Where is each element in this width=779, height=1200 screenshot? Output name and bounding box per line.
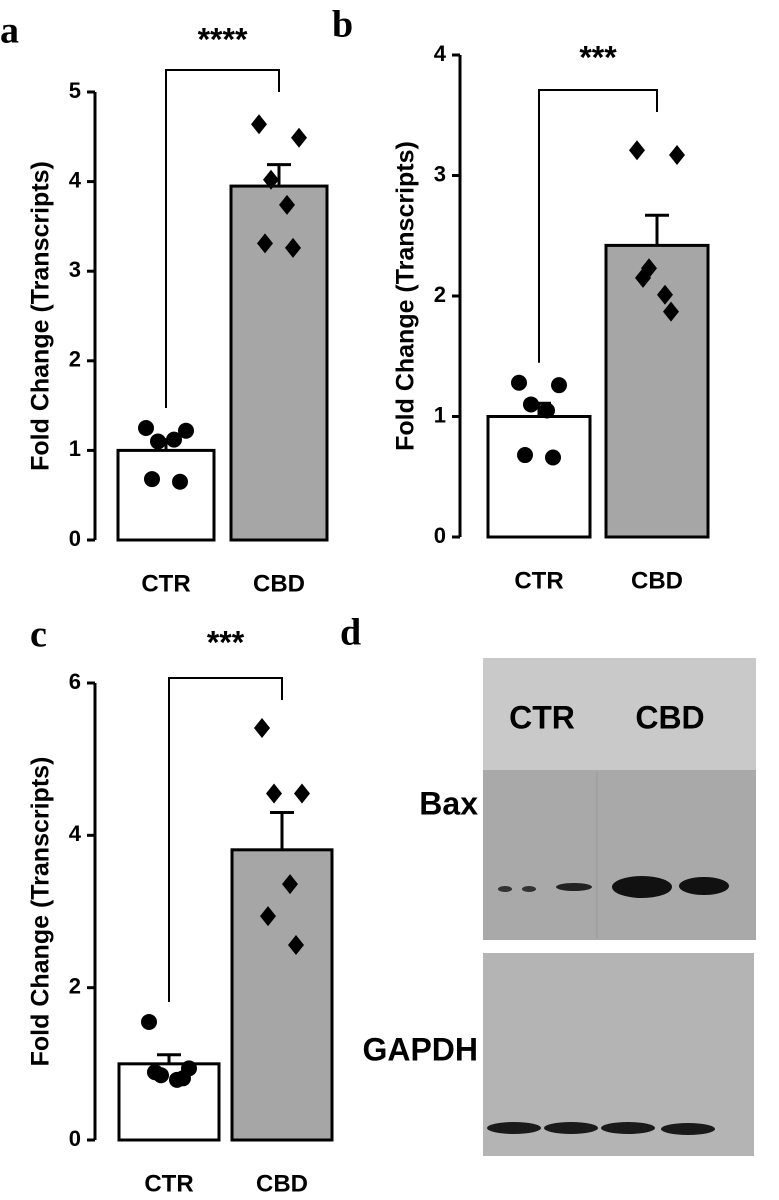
data-point: [294, 783, 310, 804]
data-point: [254, 717, 270, 738]
data-point: [263, 169, 279, 190]
y-tick-label: 4: [69, 167, 82, 192]
significance-bracket: [168, 677, 283, 1002]
data-point: [282, 874, 298, 895]
y-axis-label: Fold Change (Transcripts): [392, 141, 420, 451]
band: [612, 876, 672, 898]
bar: [230, 848, 334, 1142]
data-point: [144, 471, 160, 488]
western-blot: d CTR CBD Bax GAPDH: [340, 612, 756, 1156]
y-tick-label: 3: [69, 257, 81, 282]
y-axis-label: Fold Change (Transcripts): [27, 757, 55, 1067]
x-tick-label: CTR: [141, 570, 190, 597]
band: [556, 883, 592, 891]
band: [487, 1122, 541, 1134]
bar: [486, 415, 592, 539]
data-point: [511, 374, 527, 391]
data-point: [257, 233, 273, 254]
x-tick-label: CBD: [256, 1170, 308, 1197]
chart: b Fold Change (Transcripts) 0 1 2 3 4 CTR CBD ***: [332, 4, 710, 594]
significance-label: ****: [198, 21, 248, 57]
gapdh-blot: [483, 953, 754, 1156]
data-point: [260, 906, 276, 927]
y-tick-label: 0: [434, 523, 446, 548]
data-point: [150, 433, 166, 450]
band: [498, 886, 512, 892]
chart: a Fold Change (Transcripts) 0 1 2 3 4 5 CTR CBD **…: [0, 10, 329, 597]
lane-label: CTR: [509, 699, 575, 735]
x-tick-label: CTR: [514, 567, 563, 594]
data-point: [657, 284, 673, 305]
x-tick-label: CBD: [631, 567, 683, 594]
panel-letter: c: [30, 614, 47, 656]
band: [601, 1122, 655, 1134]
bar: [604, 243, 710, 539]
data-point: [663, 301, 679, 322]
data-point: [166, 431, 182, 448]
panel-letter: b: [332, 4, 353, 46]
band: [679, 877, 729, 895]
data-point: [545, 449, 561, 466]
error-bar: [645, 213, 669, 246]
significance-bracket: [165, 69, 280, 408]
y-tick-label: 3: [434, 161, 446, 186]
chart: c Fold Change (Transcripts) 0 2 4 6 CTR CBD ***: [27, 614, 334, 1197]
data-point: [288, 935, 304, 956]
blot-header: [483, 658, 756, 770]
band: [522, 886, 536, 892]
significance-bracket: [538, 89, 658, 363]
y-tick-label: 2: [69, 973, 81, 998]
bar: [117, 1062, 221, 1142]
bar: [116, 448, 216, 542]
y-tick-label: 4: [69, 821, 82, 846]
error-bar: [157, 1053, 181, 1064]
bar: [229, 184, 329, 542]
data-point: [178, 422, 194, 439]
significance-label: ***: [207, 624, 245, 660]
lane-label: CBD: [635, 699, 704, 735]
y-tick-label: 1: [69, 436, 81, 461]
data-point: [251, 114, 267, 135]
y-axis-label: Fold Change (Transcripts): [27, 161, 55, 471]
data-point: [291, 127, 307, 148]
error-bar: [270, 810, 294, 850]
data-point: [669, 145, 685, 166]
y-tick-label: 6: [69, 669, 81, 694]
y-tick-label: 2: [434, 282, 446, 307]
data-point: [285, 237, 301, 258]
band: [544, 1122, 598, 1134]
data-point: [629, 140, 645, 161]
significance-label: ***: [579, 39, 617, 75]
bax-blot: [483, 770, 756, 940]
protein-label: GAPDH: [362, 1031, 478, 1067]
data-point: [175, 1070, 191, 1087]
data-point: [279, 194, 295, 215]
data-point: [138, 420, 154, 436]
y-tick-label: 5: [69, 78, 81, 103]
y-tick-label: 0: [69, 526, 81, 551]
data-point: [147, 1064, 163, 1081]
data-point: [172, 473, 188, 490]
error-bar: [267, 163, 291, 187]
panel-letter: a: [0, 10, 19, 52]
data-point: [523, 396, 539, 413]
data-point: [551, 377, 567, 394]
data-point: [635, 267, 651, 288]
protein-label: Bax: [419, 785, 478, 821]
data-point: [141, 1013, 157, 1030]
y-tick-label: 2: [69, 347, 81, 372]
y-tick-label: 4: [434, 41, 447, 66]
band: [661, 1123, 715, 1135]
data-point: [266, 783, 282, 804]
panel-letter: d: [340, 612, 361, 654]
y-tick-label: 1: [434, 402, 446, 427]
x-tick-label: CTR: [144, 1170, 193, 1197]
y-tick-label: 0: [69, 1126, 81, 1151]
data-point: [539, 402, 555, 419]
x-tick-label: CBD: [253, 570, 305, 597]
data-point: [517, 447, 533, 464]
